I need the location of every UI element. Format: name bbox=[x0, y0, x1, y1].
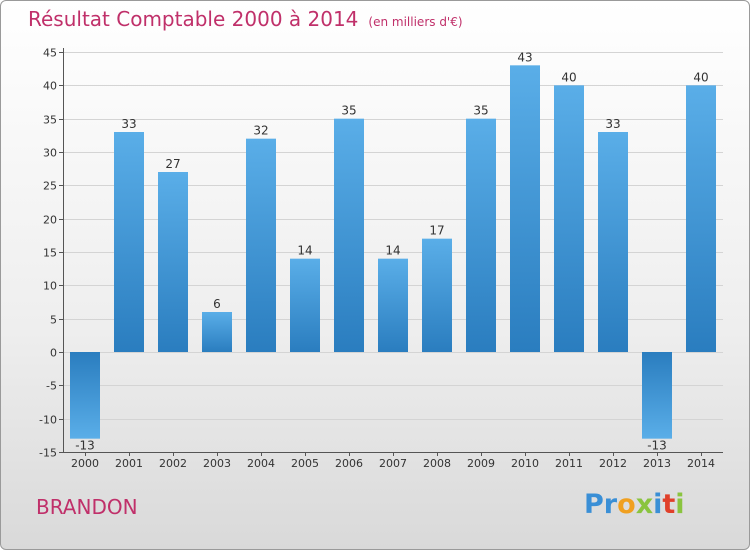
logo-letter: r bbox=[603, 489, 618, 520]
bar bbox=[554, 85, 584, 352]
data-label: 33 bbox=[605, 117, 620, 131]
data-label: 35 bbox=[473, 104, 488, 118]
bar bbox=[290, 258, 320, 352]
data-label: 17 bbox=[429, 224, 444, 238]
y-tick-label: 20 bbox=[43, 214, 57, 227]
proxiti-logo: Proxiti bbox=[584, 489, 685, 520]
y-tick-label: 5 bbox=[50, 314, 57, 327]
x-tick-label: 2000 bbox=[71, 457, 99, 470]
commune-name: BRANDON bbox=[36, 495, 138, 519]
x-tick-label: 2012 bbox=[599, 457, 627, 470]
data-label: 35 bbox=[341, 104, 356, 118]
chart-subtitle: (en milliers d'€) bbox=[368, 15, 463, 29]
y-tick-label: -5 bbox=[46, 380, 57, 393]
y-tick-label: -15 bbox=[39, 447, 57, 460]
x-tick-label: 2010 bbox=[511, 457, 539, 470]
x-tick-label: 2008 bbox=[423, 457, 451, 470]
y-tick-label: 45 bbox=[43, 47, 57, 60]
logo-letter: i bbox=[675, 489, 685, 520]
y-tick-label: 10 bbox=[43, 280, 57, 293]
data-label: -13 bbox=[647, 439, 667, 453]
bar bbox=[422, 238, 452, 352]
logo-letter: P bbox=[584, 489, 604, 520]
bar bbox=[510, 65, 540, 352]
y-tick-label: 15 bbox=[43, 247, 57, 260]
x-tick-label: 2005 bbox=[291, 457, 319, 470]
data-label: 14 bbox=[297, 244, 312, 258]
y-tick-label: 40 bbox=[43, 80, 57, 93]
bar bbox=[246, 138, 276, 352]
x-tick-label: 2006 bbox=[335, 457, 363, 470]
data-label: 33 bbox=[121, 117, 136, 131]
bar bbox=[334, 118, 364, 353]
bar bbox=[70, 352, 100, 439]
data-label: 27 bbox=[165, 157, 180, 171]
x-tick-label: 2007 bbox=[379, 457, 407, 470]
data-label: 14 bbox=[385, 244, 400, 258]
y-tick-label: -10 bbox=[39, 414, 57, 427]
x-tick-label: 2009 bbox=[467, 457, 495, 470]
y-tick-label: 25 bbox=[43, 180, 57, 193]
bar bbox=[158, 172, 188, 352]
bar bbox=[466, 118, 496, 353]
bar bbox=[202, 312, 232, 352]
bar bbox=[114, 132, 144, 352]
data-label: 32 bbox=[253, 124, 268, 138]
y-tick-label: 30 bbox=[43, 147, 57, 160]
logo-letter: o bbox=[617, 489, 636, 520]
x-tick-label: 2014 bbox=[687, 457, 715, 470]
title-text: Résultat Comptable 2000 à 2014 bbox=[28, 7, 359, 31]
x-tick-label: 2003 bbox=[203, 457, 231, 470]
x-tick-label: 2011 bbox=[555, 457, 583, 470]
x-tick-label: 2002 bbox=[159, 457, 187, 470]
data-label: 6 bbox=[213, 297, 221, 311]
data-label: 43 bbox=[517, 50, 532, 64]
y-tick-label: 0 bbox=[50, 347, 57, 360]
bar bbox=[642, 352, 672, 439]
data-label: -13 bbox=[75, 439, 95, 453]
bar bbox=[686, 85, 716, 352]
bar bbox=[598, 132, 628, 352]
logo-letter: i bbox=[653, 489, 663, 520]
chart-title: Résultat Comptable 2000 à 2014 (en millie… bbox=[28, 7, 463, 31]
x-tick-label: 2004 bbox=[247, 457, 275, 470]
data-label: 40 bbox=[693, 70, 708, 84]
data-label: 40 bbox=[561, 70, 576, 84]
x-tick-label: 2013 bbox=[643, 457, 671, 470]
y-tick-label: 35 bbox=[43, 114, 57, 127]
logo-letter: t bbox=[662, 489, 676, 520]
logo-letter: x bbox=[635, 489, 654, 520]
bar bbox=[378, 258, 408, 352]
x-tick-label: 2001 bbox=[115, 457, 143, 470]
